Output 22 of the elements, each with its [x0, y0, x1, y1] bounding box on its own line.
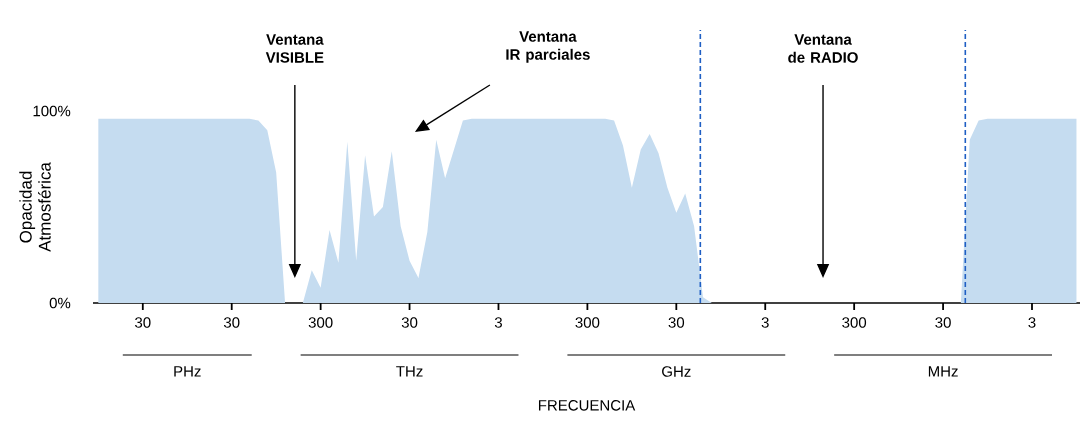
text: MHz	[928, 366, 958, 377]
x-tick-label: 30	[135, 317, 151, 328]
x-tick-label: 3	[494, 317, 502, 328]
y-tick-label: 0%	[49, 297, 71, 309]
x-tick-label: 3	[761, 317, 769, 328]
text: Ventana IR parciales	[506, 31, 590, 63]
y-axis-title: Opacidad Atmosférica	[19, 162, 51, 252]
x-tick-label: 300	[308, 317, 333, 328]
x-tick-label: 30	[668, 317, 685, 328]
x-tick-label: 30	[223, 317, 240, 328]
x-tick-label: 300	[575, 317, 600, 328]
y-tick-label: 100%	[33, 105, 71, 117]
x-axis-title: FRECUENCIA	[538, 400, 636, 411]
x-tick-label: 30	[935, 317, 951, 328]
text: PHz	[174, 366, 201, 377]
x-tick-label: 300	[842, 317, 867, 328]
x-tick-label: 3	[1028, 317, 1036, 328]
text: Ventana de RADIO	[788, 34, 858, 63]
text: Ventana VISIBLE	[265, 34, 324, 63]
x-tick-label: 30	[401, 317, 418, 328]
text: GHz	[662, 366, 691, 377]
text: THz	[396, 366, 423, 377]
